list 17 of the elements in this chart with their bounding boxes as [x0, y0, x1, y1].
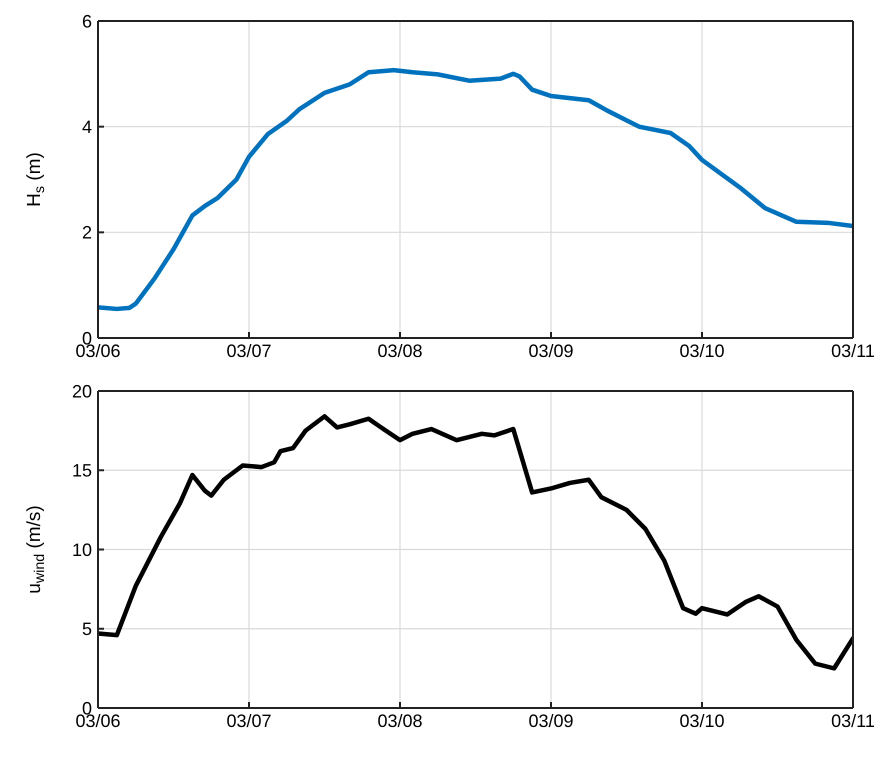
y-tick-label: 2 — [82, 222, 92, 243]
y-tick-label: 20 — [72, 381, 92, 402]
y-tick-label: 10 — [72, 540, 92, 560]
y-tick-label: 5 — [82, 619, 92, 640]
x-tick-label: 03/07 — [226, 340, 272, 361]
y-tick-label: 6 — [82, 11, 92, 32]
y-tick-label: 15 — [72, 460, 92, 481]
x-tick-label: 03/07 — [226, 710, 272, 731]
x-tick-label: 03/11 — [831, 340, 875, 361]
x-tick-label: 03/08 — [377, 340, 423, 361]
x-tick-label: 03/08 — [377, 710, 423, 731]
y-tick-label: 4 — [82, 117, 92, 138]
x-tick-label: 03/10 — [679, 340, 725, 361]
x-tick-label: 03/09 — [528, 340, 574, 361]
x-tick-label: 03/10 — [679, 710, 725, 731]
x-tick-label: 03/09 — [528, 710, 574, 731]
x-tick-label: 03/11 — [831, 710, 875, 731]
